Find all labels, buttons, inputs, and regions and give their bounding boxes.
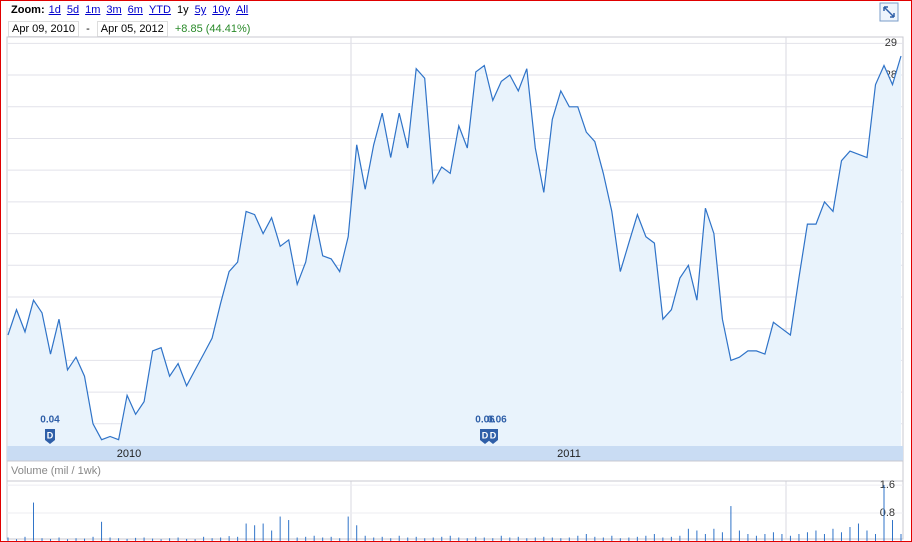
zoom-option[interactable]: YTD	[148, 4, 171, 16]
dividend-flag-shape	[45, 429, 55, 444]
range-change: +8.85 (44.41%)	[174, 23, 251, 35]
dividend-flag-shape	[488, 429, 498, 444]
zoom-option[interactable]: 3m	[106, 4, 122, 16]
zoom-option[interactable]: 6m	[127, 4, 143, 16]
zoom-option: 1y	[176, 4, 189, 16]
volume-tick-label: 0.8	[880, 507, 895, 519]
dividend-amount: 0.04	[40, 415, 60, 426]
range-separator: -	[86, 23, 90, 35]
volume-tick-label: 1.6	[880, 479, 895, 491]
dividend-flag: D	[490, 430, 497, 440]
price-area	[8, 56, 901, 446]
plot-frame	[6, 36, 904, 540]
zoom-option[interactable]: 1d	[48, 4, 61, 16]
dividend-amount: 0.06	[487, 415, 507, 426]
dividend-flag: D	[482, 430, 489, 440]
dividend-flag-shape	[480, 429, 490, 444]
year-band	[7, 446, 903, 461]
zoom-option[interactable]: All	[235, 4, 249, 16]
expand-icon	[883, 6, 895, 18]
dividend-amount: 0.06	[475, 415, 495, 426]
volume-label: Volume (mil / 1wk)	[11, 465, 101, 477]
zoom-option[interactable]: 1m	[85, 4, 101, 16]
zoom-label: Zoom:	[11, 4, 45, 16]
dividend-flag: D	[47, 430, 54, 440]
zoom-bar: Zoom: 1d 5d 1m 3m 6m YTD 1y 5y 10y All	[11, 4, 254, 16]
zoom-option[interactable]: 10y	[212, 4, 230, 16]
y-tick-label: 29	[885, 37, 897, 49]
x-tick-label: 2010	[117, 448, 141, 460]
zoom-option[interactable]: 5d	[66, 4, 80, 16]
x-tick-label: 2011	[557, 448, 581, 460]
zoom-option[interactable]: 5y	[194, 4, 207, 16]
price-line	[7, 55, 902, 441]
